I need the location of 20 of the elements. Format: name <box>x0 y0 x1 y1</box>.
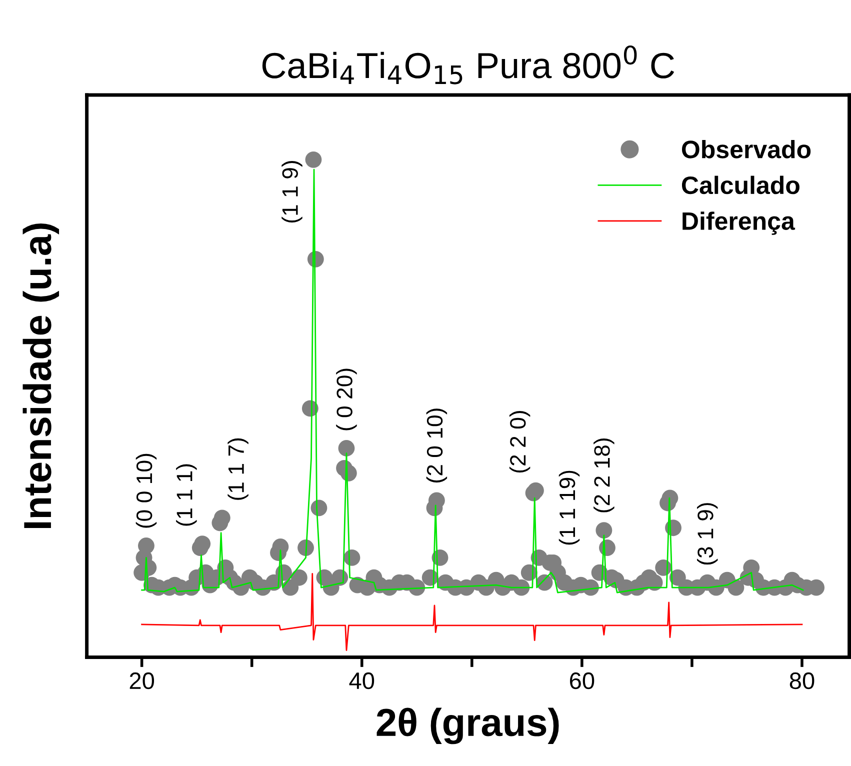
legend-label: Observado <box>682 140 811 158</box>
x-tick-label: 40 <box>349 672 374 690</box>
annotation: (2 2 18) <box>594 438 614 512</box>
x-tick-label: 20 <box>130 672 154 690</box>
annotation: (1 1 7) <box>228 438 248 500</box>
annotation: (2 0 10) <box>426 408 448 482</box>
annotation: (1 1 9) <box>282 161 302 223</box>
y-axis-title: Intensidade (u.a) <box>22 224 60 528</box>
annotation: (1 1 1) <box>176 464 197 526</box>
annotation: ( 0 20) <box>336 368 357 430</box>
annotation: (0 0 10) <box>136 454 157 528</box>
annotation: (1 1 19) <box>558 470 580 545</box>
x-axis-title: 2θ (graus) <box>376 708 559 744</box>
annotation: (3 1 9) <box>697 503 718 565</box>
legend-label: Calculado <box>682 176 800 194</box>
legend-label: Diferença <box>682 212 796 235</box>
x-tick-label: 80 <box>790 672 814 690</box>
x-tick-label: 60 <box>570 672 594 690</box>
annotation: (2 2 0) <box>509 411 530 472</box>
chart-title: CaBi$_{4}$Ti$_{4}$O$_{15}$ Pura 800$^{0}$ C <box>262 45 674 84</box>
